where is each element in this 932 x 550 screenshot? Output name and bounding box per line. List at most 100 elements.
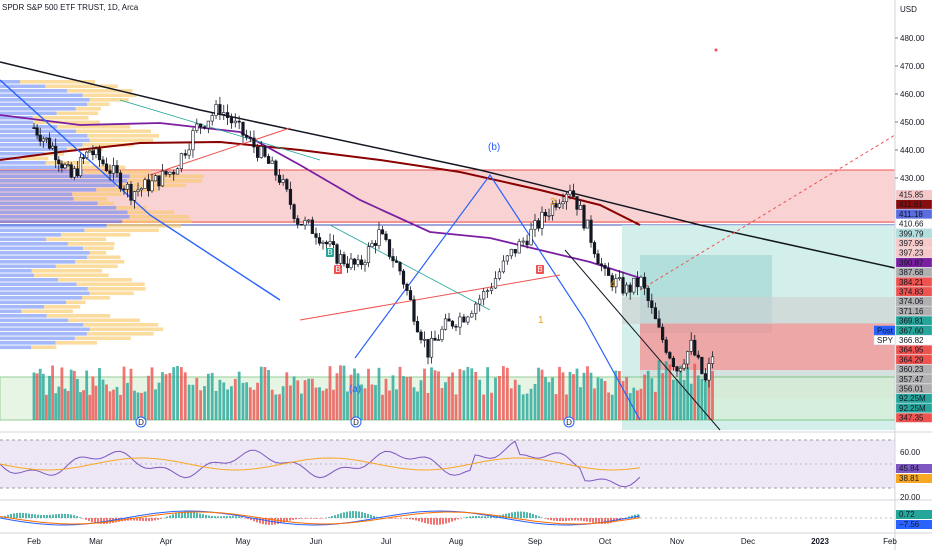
candle-body [589,219,593,243]
macd-bar [571,518,573,521]
profile-bar-orange [87,134,160,138]
macd-bar [199,513,201,518]
candle-body [143,179,147,189]
macd-bar [91,518,93,522]
candle-body [129,183,133,201]
profile-bar-blue [0,318,69,323]
candle-body [436,339,441,341]
macd-bar [139,518,141,521]
macd-bar [511,512,513,518]
candle-body [111,165,116,174]
macd-bar [181,511,183,518]
macd-bar [391,518,393,519]
volume-bar [356,373,360,420]
volume-bar [672,379,675,420]
macd-bar [190,511,192,518]
macd-bar [220,516,222,518]
price-label-badge [895,354,932,365]
volume-bar [300,393,303,420]
volume-bar [482,394,486,420]
profile-bar-blue [0,183,116,188]
volume-bar [143,391,147,420]
macd-bar [559,518,561,522]
volume-bar [129,368,133,420]
profile-bar-orange [46,237,107,242]
candle-body [266,156,271,164]
volume-bar [600,378,603,420]
volume-bar [474,371,478,420]
volume-bar [462,370,466,420]
profile-bar-blue [0,246,84,251]
volume-bar [112,389,115,420]
price-label-badge [895,277,932,287]
price-axis[interactable]: 480.00 470.00 460.00 450.00 440.00 430.00 [895,34,925,183]
profile-bar-orange [57,278,132,282]
profile-bar-orange [89,327,164,332]
profile-bar-blue [0,80,20,84]
volume-bar [614,370,618,420]
macd-bar [421,518,423,523]
candle-body [328,241,332,245]
candle-body [44,137,48,140]
macd-bar [589,518,591,523]
macd-bar [223,516,225,518]
macd-bar [601,518,603,524]
time-axis[interactable]: Feb Mar Apr May Jun Jul Aug Sep Oct Nov Dec 2023 Feb [27,537,897,546]
profile-bar-blue [0,98,90,102]
macd-bar [523,511,525,518]
price-label-badge [895,267,932,278]
profile-bar-blue [0,134,88,138]
volume-bar [66,390,70,420]
candle-body [447,318,451,322]
profile-bar-orange [45,84,118,89]
price-label-badge [895,412,932,423]
volume-bar [307,378,311,420]
macd-bar [154,518,156,521]
candle-body [443,318,448,330]
candle-body [554,203,558,208]
signal-badge-label: B [327,248,332,257]
macd-bar [286,518,288,522]
candles [32,96,715,388]
candle-body [255,146,260,158]
price-label-text: 410.66 [899,220,924,229]
volume-bar [529,388,533,420]
price-label-badge [895,209,932,219]
candle-body [338,254,343,264]
volume-bar [214,390,218,420]
rsi-tick-label: 60.00 [900,448,921,457]
profile-bar-orange [106,224,181,228]
macd-bar [229,516,231,518]
profile-bar-blue [0,269,32,273]
profile-bar-orange [56,111,99,116]
macd-bar [235,516,237,518]
macd-bar [22,512,24,518]
macd-bar [466,516,468,518]
macd-bar [361,512,363,518]
profile-bar-blue [0,242,68,246]
candle-body [292,204,296,219]
macd-bar [373,515,375,518]
macd-bar [16,512,18,518]
macd-bar [400,518,402,519]
macd-bar [415,518,417,521]
candle-body [136,189,140,192]
profile-bar-blue [0,309,22,314]
candle-body [317,237,322,244]
macd-bar [448,518,450,523]
volume-bar [54,393,58,420]
macd-bar [304,518,306,519]
macd-bar [157,518,159,520]
macd-bar [316,518,318,519]
volume-bar [241,382,245,420]
macd-bar [343,512,345,518]
profile-bar-blue [0,228,85,233]
profile-bar-orange [84,228,159,233]
price-label-text: 411.61 [899,200,923,209]
profile-bar-blue [0,251,90,255]
volume-bar [579,387,582,420]
macd-bar [103,518,105,524]
candle-body [578,205,583,210]
macd-bar [256,518,258,523]
